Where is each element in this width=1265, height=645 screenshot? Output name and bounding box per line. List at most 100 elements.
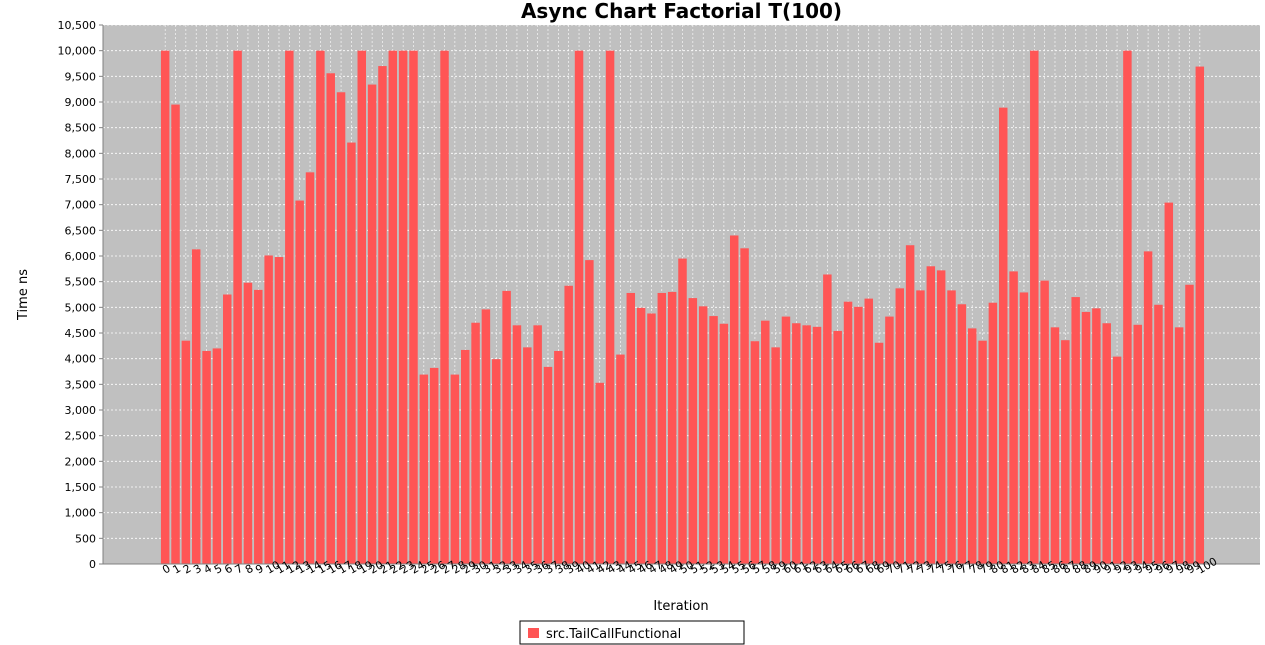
x-tick-label: 38 bbox=[553, 558, 572, 576]
bar bbox=[636, 307, 646, 564]
y-axis-label: Time ns bbox=[16, 269, 31, 321]
bar bbox=[988, 302, 998, 564]
legend: src.TailCallFunctional bbox=[519, 620, 745, 645]
bars bbox=[160, 50, 1205, 565]
bar bbox=[316, 50, 325, 565]
x-tick-label: 11 bbox=[274, 558, 293, 576]
bar bbox=[616, 354, 625, 564]
x-tick-label: 16 bbox=[326, 558, 345, 576]
bar bbox=[595, 382, 604, 564]
bar bbox=[605, 50, 615, 565]
x-tick-label: 80 bbox=[988, 558, 1007, 576]
x-tick-label: 18 bbox=[346, 558, 365, 576]
y-tick-label: 10,000 bbox=[58, 45, 97, 58]
x-tick-label: 88 bbox=[1071, 558, 1090, 576]
x-tick-label: 54 bbox=[719, 558, 738, 576]
x-tick-label: 12 bbox=[284, 558, 303, 576]
x-tick-label: 98 bbox=[1174, 558, 1193, 576]
bar bbox=[419, 374, 429, 564]
bar bbox=[688, 298, 698, 564]
bar bbox=[1040, 280, 1049, 564]
x-tick-label: 71 bbox=[895, 558, 914, 576]
x-tick-label: 27 bbox=[440, 558, 459, 576]
bar bbox=[523, 347, 532, 564]
y-tick-label: 4,000 bbox=[65, 353, 97, 366]
x-tick-label: 15 bbox=[315, 558, 334, 576]
x-tick-label: 72 bbox=[905, 558, 924, 576]
x-tick-label: 51 bbox=[688, 558, 707, 576]
bar bbox=[657, 292, 667, 564]
bar bbox=[729, 235, 739, 564]
y-tick-label: 1,500 bbox=[65, 481, 97, 494]
bar bbox=[678, 258, 687, 564]
y-tick-label: 0 bbox=[89, 558, 96, 571]
y-tick-label: 8,000 bbox=[65, 147, 97, 160]
x-tick-label: 55 bbox=[729, 558, 748, 576]
bar bbox=[202, 350, 211, 564]
x-tick-label: 84 bbox=[1029, 558, 1048, 576]
bar bbox=[347, 142, 356, 565]
bar bbox=[719, 323, 729, 564]
bar bbox=[254, 289, 263, 564]
x-tick-label: 82 bbox=[1009, 558, 1028, 576]
x-tick-label: 57 bbox=[750, 558, 769, 576]
y-tick-label: 4,500 bbox=[65, 327, 97, 340]
bar bbox=[667, 291, 677, 564]
bar bbox=[440, 50, 449, 565]
x-tick-label: 53 bbox=[709, 558, 728, 576]
bar bbox=[274, 257, 284, 564]
x-tick-label: 41 bbox=[584, 558, 603, 576]
bar bbox=[802, 325, 811, 564]
bar bbox=[895, 288, 905, 564]
x-tick-label: 48 bbox=[657, 558, 676, 576]
x-tick-label: 60 bbox=[781, 558, 800, 576]
bar bbox=[1050, 327, 1060, 564]
y-tick-label: 9,000 bbox=[65, 96, 97, 109]
bar bbox=[647, 313, 656, 564]
bar bbox=[512, 325, 522, 564]
x-tick-label: 85 bbox=[1040, 558, 1059, 576]
bar bbox=[502, 290, 511, 564]
legend-swatch bbox=[528, 628, 539, 638]
y-tick-label: 9,500 bbox=[65, 70, 97, 83]
y-tick-label: 7,000 bbox=[65, 199, 97, 212]
x-tick-label: 79 bbox=[978, 558, 997, 576]
bar bbox=[823, 274, 832, 564]
bar bbox=[326, 73, 335, 564]
bar bbox=[336, 92, 346, 564]
bar bbox=[874, 342, 884, 564]
x-axis-label: Iteration bbox=[653, 599, 708, 614]
bar bbox=[181, 340, 191, 564]
bar bbox=[1030, 50, 1039, 565]
x-tick-label: 43 bbox=[605, 558, 624, 576]
bar bbox=[812, 326, 822, 564]
y-tick-label: 5,000 bbox=[65, 301, 97, 314]
x-tick-label: 64 bbox=[822, 558, 841, 576]
bar bbox=[792, 323, 801, 564]
bar bbox=[378, 66, 387, 564]
bar bbox=[1009, 271, 1018, 564]
chart-title: Async Chart Factorial T(100) bbox=[521, 0, 842, 23]
x-tick-label: 87 bbox=[1060, 558, 1079, 576]
bar bbox=[295, 200, 304, 564]
bar bbox=[833, 330, 842, 564]
x-tick-label: 22 bbox=[388, 558, 407, 576]
x-tick-label: 29 bbox=[460, 558, 479, 576]
bar bbox=[367, 84, 377, 565]
x-tick-label: 47 bbox=[646, 558, 665, 576]
bar bbox=[212, 348, 222, 564]
bar bbox=[936, 270, 946, 564]
x-tick-label: 97 bbox=[1164, 558, 1183, 576]
x-tick-label: 46 bbox=[636, 558, 655, 576]
x-tick-label: 34 bbox=[512, 558, 531, 576]
bar bbox=[967, 328, 977, 564]
x-tick-label: 77 bbox=[957, 558, 976, 576]
x-tick-label: 78 bbox=[967, 558, 986, 576]
x-tick-label: 94 bbox=[1133, 558, 1152, 576]
x-tick-label: 70 bbox=[884, 558, 903, 576]
x-tick-label: 10 bbox=[264, 558, 283, 576]
bar bbox=[264, 255, 273, 565]
bar bbox=[905, 245, 915, 564]
bar bbox=[191, 249, 201, 564]
x-tick-label: 28 bbox=[450, 558, 469, 576]
